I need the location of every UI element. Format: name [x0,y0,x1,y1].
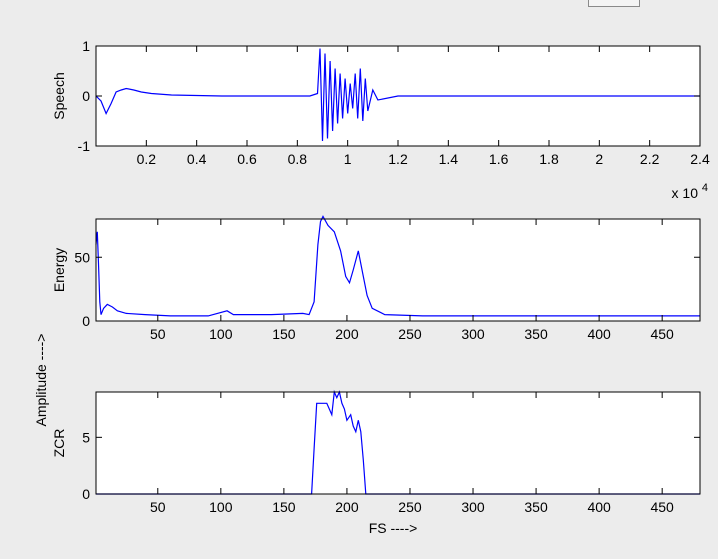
axes-3-ylabel: ZCR [51,429,67,458]
shared-ylabel: Amplitude ----> [33,334,49,427]
y-tick-label: -1 [78,138,91,154]
axes-2-plot-area [96,219,700,321]
x-tick-label: 300 [461,326,485,342]
x-tick-label: 350 [524,326,548,342]
axes-2-frame [95,218,701,322]
x-tick-label: 2.4 [690,151,710,167]
x-tick-label: 450 [650,326,674,342]
x-tick-label: 100 [209,326,233,342]
x-tick-label: 50 [150,499,166,515]
x-tick-label: 150 [272,499,296,515]
x-tick-label: 250 [398,326,422,342]
x-tick-label: 1 [344,151,352,167]
x-tick-label: 200 [335,499,359,515]
axes-1-series-line [95,48,700,142]
x-tick-label: 0.2 [137,151,157,167]
axes-3-plot-area [96,392,700,494]
y-tick-label: 0 [82,313,90,329]
x-tick-label: 2.2 [640,151,660,167]
x-tick-label: 400 [587,499,611,515]
y-tick-label: 0 [82,88,90,104]
y-tick-label: 0 [82,486,90,502]
y-tick-label: 5 [82,429,90,445]
x-tick-label: 0.6 [237,151,257,167]
axes-1-x-exponent-power: 4 [702,182,708,194]
x-tick-label: 300 [461,499,485,515]
x-tick-label: 1.8 [539,151,559,167]
x-tick-label: 150 [272,326,296,342]
axes-3-series-line [96,389,700,495]
x-tick-label: 450 [650,499,674,515]
x-tick-label: 400 [587,326,611,342]
x-tick-label: 0.8 [288,151,308,167]
x-tick-label: 1.6 [489,151,509,167]
x-tick-label: 350 [524,499,548,515]
y-tick-label: 50 [74,249,90,265]
x-tick-label: 50 [150,326,166,342]
axes-1-ylabel: Speech [51,72,67,119]
axes-3-frame [95,391,701,495]
x-tick-label: 200 [335,326,359,342]
x-tick-label: 1.2 [388,151,408,167]
axes-2-series-line [95,215,700,317]
x-tick-label: 1.4 [439,151,459,167]
x-tick-label: 0.4 [187,151,207,167]
x-tick-label: 250 [398,499,422,515]
y-tick-label: 1 [82,38,90,54]
axes-2-ylabel: Energy [51,248,67,292]
x-tick-label: 2 [595,151,603,167]
axes-3-xlabel: FS ----> [369,520,418,536]
toolbar-button-stub[interactable] [588,0,640,7]
axes-1-x-exponent: x 10 [672,185,699,201]
x-tick-label: 100 [209,499,233,515]
